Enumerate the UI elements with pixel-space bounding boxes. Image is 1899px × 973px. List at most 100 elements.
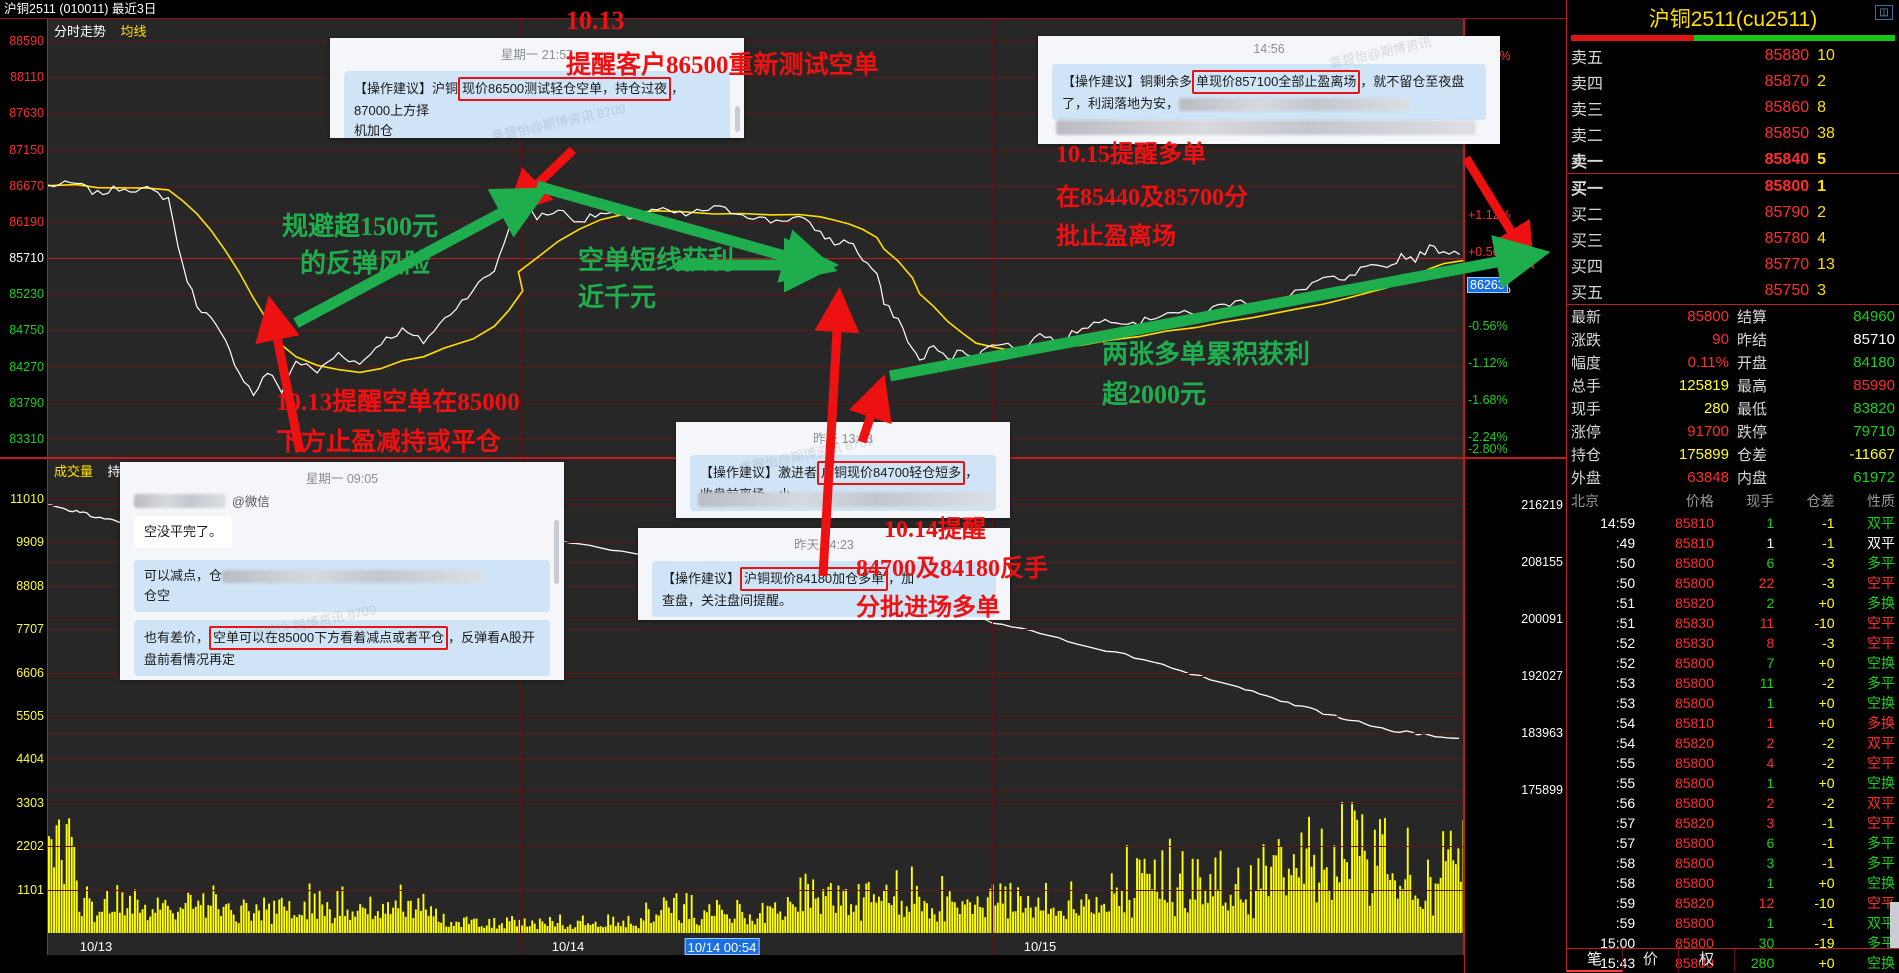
volume-axis-label: 5505 (16, 709, 44, 723)
tick-volume: 2 (1766, 795, 1775, 811)
stat-value: 83820 (1853, 400, 1895, 417)
tick-row[interactable]: :53 85800 1 +0 空换 (1567, 693, 1899, 713)
tick-row[interactable]: :54 85810 1 +0 多换 (1567, 713, 1899, 733)
percent-axis-label: -1.68% (1468, 393, 1508, 407)
order-book-row[interactable]: 卖一 85840 5 (1567, 147, 1899, 174)
order-book-row[interactable]: 卖三 85860 8 (1567, 95, 1899, 121)
tick-table[interactable]: 北京 价格 现手 仓差 性质 14:59 85810 1 -1 双平:49 85810 1 -1 双平:… (1567, 489, 1899, 973)
quote-panel[interactable]: 沪铜2511(cu2511) ◫ 卖五 85880 10 卖四 85870 2 卖三 8586… (1566, 0, 1899, 972)
gridline (48, 41, 1463, 42)
bid-ask-ratio-bar (1571, 35, 1895, 41)
gridline (48, 330, 1463, 332)
tick-column-header: 价格 (1685, 493, 1714, 509)
tick-row[interactable]: :58 85800 1 +0 空换 (1567, 873, 1899, 893)
tick-row[interactable]: :53 85800 11 -2 多平 (1567, 673, 1899, 693)
tick-volume: 1 (1766, 875, 1775, 891)
tick-row[interactable]: :57 85800 6 -1 多平 (1567, 833, 1899, 853)
tick-row[interactable]: :49 85810 1 -1 双平 (1567, 533, 1899, 553)
tick-volume: 7 (1766, 655, 1775, 671)
tick-row[interactable]: :50 85800 22 -3 空平 (1567, 573, 1899, 593)
bubble-text-pre: 可以减点，仓 (144, 568, 223, 583)
chat-popup-1456[interactable]: 14:56 【操作建议】铜剩余多 单现价857100全部止盈离场 ，就不留仓至夜盘 … (1038, 36, 1500, 144)
order-book[interactable]: 卖五 85880 10 卖四 85870 2 卖三 85860 8 卖二 85850 38 卖一 8584… (1567, 43, 1899, 304)
tick-row[interactable]: 14:59 85810 1 -1 双平 (1567, 513, 1899, 533)
tick-row[interactable]: :59 85820 12 -10 空平 (1567, 893, 1899, 913)
tick-row[interactable]: :54 85820 2 -2 双平 (1567, 733, 1899, 753)
stat-label: 外盘 (1571, 470, 1602, 487)
tick-oi-delta: -2 (1822, 675, 1835, 691)
gridline (48, 790, 1463, 791)
chat-popup-monday-2157[interactable]: 星期一 21:57 【操作建议】沪铜 现价86500测试轻仓空单，持仓过夜 ，870… (330, 38, 744, 138)
order-book-row[interactable]: 买一 85800 1 (1567, 173, 1899, 201)
tick-row[interactable]: :59 85800 1 -1 双平 (1567, 913, 1899, 933)
bubble-text-pre: 也有差价， (144, 630, 210, 645)
quote-tab-1[interactable]: 价 (1623, 949, 1679, 972)
tick-volume: 1 (1766, 915, 1775, 931)
depth-volume: 38 (1817, 125, 1835, 142)
tick-nature: 空换 (1867, 875, 1895, 891)
tick-row[interactable]: :52 85800 7 +0 空换 (1567, 653, 1899, 673)
blurred-text (698, 492, 994, 507)
tick-row[interactable]: 15:43 85800 280 +0 空换 (1567, 953, 1899, 973)
gridline (48, 716, 1463, 717)
tick-column-header: 现手 (1746, 493, 1775, 509)
tick-price: 85820 (1674, 895, 1714, 911)
quote-tab-0[interactable]: 笔 (1567, 949, 1623, 972)
highlighted-advice: 沪铜现价84180加仓多单 (740, 567, 889, 591)
tick-row[interactable]: 15:00 85800 30 -19 多平 (1567, 933, 1899, 953)
tick-price: 85800 (1674, 935, 1714, 951)
tick-nature: 双平 (1867, 735, 1895, 751)
tick-nature: 空平 (1867, 615, 1895, 631)
order-book-row[interactable]: 买四 85770 13 (1567, 252, 1899, 278)
gridline (48, 629, 1463, 631)
depth-volume: 3 (1817, 282, 1827, 299)
chat-popup-yesterday-1343[interactable]: 昨天 13:43 【操作建议】激进者户铜现价84700轻仓短多，收盘前离场，小 … (676, 422, 1010, 518)
price-axis-label: 83790 (9, 395, 44, 410)
tick-volume: 1 (1766, 775, 1775, 791)
stat-label: 昨结 (1736, 332, 1767, 349)
tick-price: 85800 (1674, 695, 1714, 711)
depth-level-label: 买四 (1571, 259, 1604, 276)
order-book-row[interactable]: 买二 85790 2 (1567, 200, 1899, 226)
tick-row[interactable]: :58 85800 3 -1 多平 (1567, 853, 1899, 873)
tick-row[interactable]: :57 85820 3 -1 空平 (1567, 813, 1899, 833)
depth-volume: 1 (1817, 178, 1827, 195)
blurred-text (1056, 120, 1476, 135)
stat-row: 持仓 175899 仓差 -11667 (1567, 443, 1899, 466)
open-interest-label: 208155 (1521, 555, 1563, 569)
bubble-text-line2: 了，利润落地为安， (1062, 96, 1180, 111)
tick-oi-delta: -2 (1822, 735, 1835, 751)
tick-scrollbar[interactable] (1890, 902, 1899, 948)
tick-row[interactable]: :50 85800 6 -3 多平 (1567, 553, 1899, 573)
tick-row[interactable]: :55 85800 1 +0 空换 (1567, 773, 1899, 793)
gridline (48, 759, 1463, 761)
quote-tab-2[interactable]: 权 (1679, 949, 1735, 972)
quote-tabs[interactable]: 笔价权 (1567, 948, 1899, 972)
tick-row[interactable]: :51 85820 2 +0 多换 (1567, 593, 1899, 613)
tick-nature: 多换 (1867, 715, 1895, 731)
tick-nature: 空平 (1867, 815, 1895, 831)
volume-axis-label: 6606 (16, 665, 44, 680)
tick-row[interactable]: :51 85830 11 -10 空平 (1567, 613, 1899, 633)
restore-icon[interactable]: ◫ (1875, 5, 1893, 20)
order-book-row[interactable]: 卖五 85880 10 (1567, 43, 1899, 69)
tick-row[interactable]: :52 85830 8 -3 空平 (1567, 633, 1899, 653)
popup-scrollbar[interactable] (554, 520, 559, 584)
tick-oi-delta: -1 (1822, 835, 1835, 851)
order-book-row[interactable]: 卖二 85850 38 (1567, 121, 1899, 147)
depth-price: 85800 (1764, 178, 1810, 195)
tick-row[interactable]: :56 85800 2 -2 双平 (1567, 793, 1899, 813)
bubble-text-pre: 【操作建议】激进者 (700, 465, 818, 480)
popup-scrollbar[interactable] (735, 106, 740, 132)
chat-timestamp: 14:56 (1253, 42, 1285, 56)
stat-value: 85800 (1687, 308, 1729, 325)
order-book-row[interactable]: 买三 85780 4 (1567, 226, 1899, 252)
tick-row[interactable]: :55 85800 4 -2 空平 (1567, 753, 1899, 773)
chat-popup-monday-0905[interactable]: 星期一 09:05 @微信 空没平完了。 可以减点，仓 仓空 也有差价， 空单可以… (120, 462, 564, 680)
tick-time: :52 (1615, 655, 1636, 671)
bubble-text-line2: 机加仓 (354, 123, 394, 138)
chat-popup-yesterday-1423[interactable]: 昨天 14:23 【操作建议】 沪铜现价84180加仓多单 ，加 查盘，关注盘间提醒… (638, 528, 1010, 620)
order-book-row[interactable]: 买五 85750 3 (1567, 278, 1899, 304)
order-book-row[interactable]: 卖四 85870 2 (1567, 69, 1899, 95)
tick-nature: 空换 (1867, 695, 1895, 711)
